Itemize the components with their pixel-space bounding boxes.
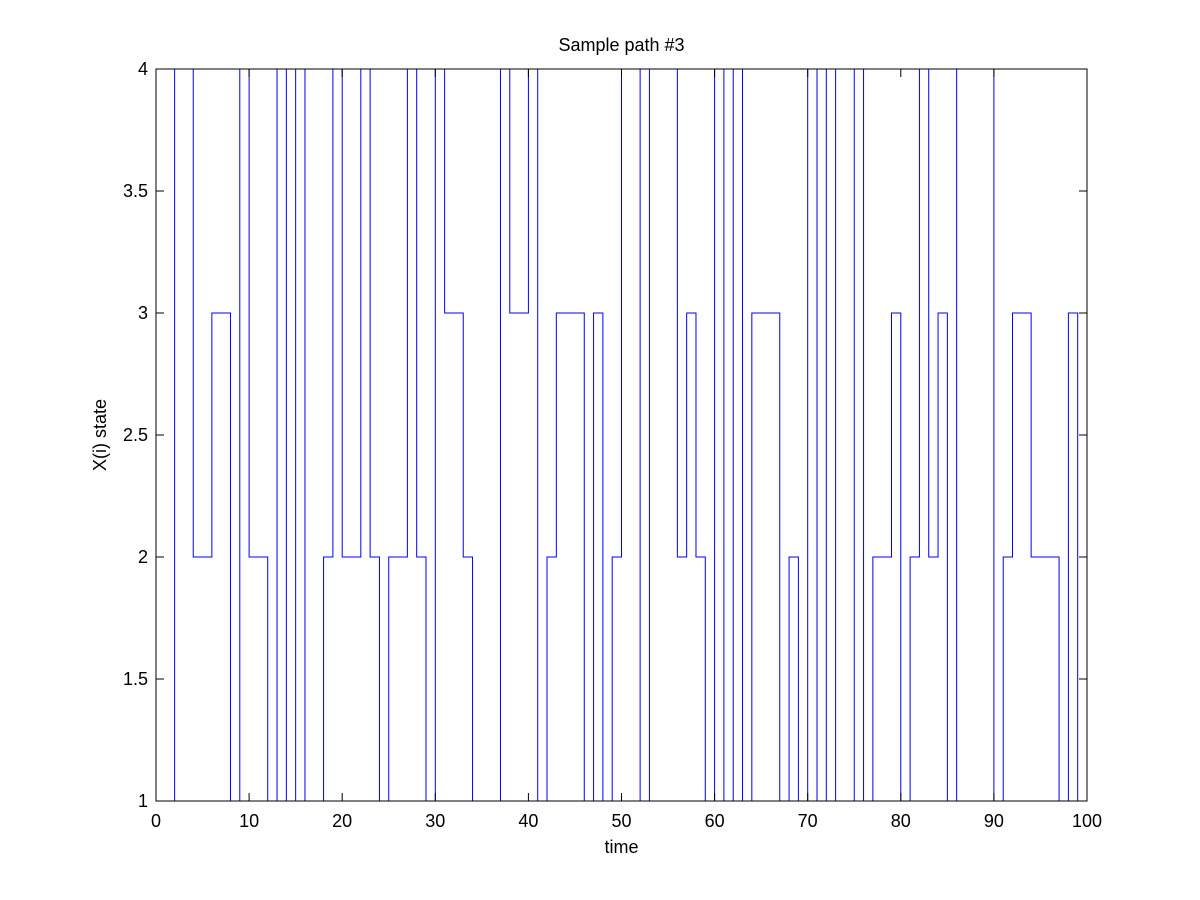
x-tick-label: 30 bbox=[425, 811, 445, 831]
x-tick-label: 100 bbox=[1072, 811, 1102, 831]
y-tick-label: 3 bbox=[138, 303, 148, 323]
x-tick-label: 90 bbox=[984, 811, 1004, 831]
x-tick-label: 70 bbox=[798, 811, 818, 831]
x-tick-label: 10 bbox=[239, 811, 259, 831]
y-axis-label: X(i) state bbox=[90, 399, 110, 471]
y-tick-label: 1.5 bbox=[123, 669, 148, 689]
axes-box bbox=[155, 68, 1088, 802]
y-tick-label: 2.5 bbox=[123, 425, 148, 445]
x-tick-label: 0 bbox=[151, 811, 161, 831]
y-tick-label: 2 bbox=[138, 547, 148, 567]
x-tick-label: 40 bbox=[518, 811, 538, 831]
x-tick-label: 50 bbox=[611, 811, 631, 831]
x-tick-label: 80 bbox=[891, 811, 911, 831]
x-axis-label: time bbox=[604, 837, 638, 857]
x-tick-label: 60 bbox=[705, 811, 725, 831]
y-tick-label: 3.5 bbox=[123, 181, 148, 201]
y-tick-label: 4 bbox=[138, 59, 148, 79]
x-tick-label: 20 bbox=[332, 811, 352, 831]
tick-labels: 0 10 20 30 40 50 60 70 80 90 100 1 1.5 2 2.5 3 3.5 4 bbox=[123, 59, 1102, 831]
chart-title: Sample path #3 bbox=[558, 35, 684, 55]
y-tick-label: 1 bbox=[138, 791, 148, 811]
